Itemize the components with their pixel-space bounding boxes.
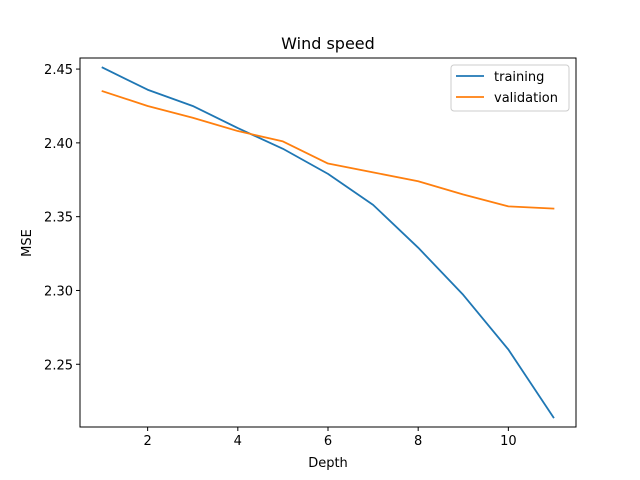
x-tick-label: 2 xyxy=(143,434,151,449)
y-tick-label: 2.40 xyxy=(44,137,73,152)
x-tick-label: 6 xyxy=(324,434,332,449)
chart-title: Wind speed xyxy=(281,34,375,53)
x-tick-label: 8 xyxy=(414,434,422,449)
x-tick-label: 4 xyxy=(234,434,242,449)
y-axis-ticks: 2.25 2.30 2.35 2.40 2.45 xyxy=(44,63,80,373)
legend-label-training: training xyxy=(494,70,544,85)
series-line-training xyxy=(101,66,555,419)
series-layer xyxy=(101,66,555,419)
y-tick-label: 2.25 xyxy=(44,358,73,373)
y-tick-label: 2.30 xyxy=(44,284,73,299)
series-line-validation xyxy=(101,90,555,210)
x-tick-label: 10 xyxy=(500,434,517,449)
legend: training validation xyxy=(450,64,570,112)
legend-label-validation: validation xyxy=(494,91,558,106)
y-tick-label: 2.45 xyxy=(44,63,73,78)
y-tick-label: 2.35 xyxy=(44,211,73,226)
plot-area-frame xyxy=(79,57,577,428)
x-axis-label: Depth xyxy=(308,456,348,471)
y-axis-label: MSE xyxy=(20,229,35,257)
x-axis-ticks: 2 4 6 8 10 xyxy=(143,427,517,449)
